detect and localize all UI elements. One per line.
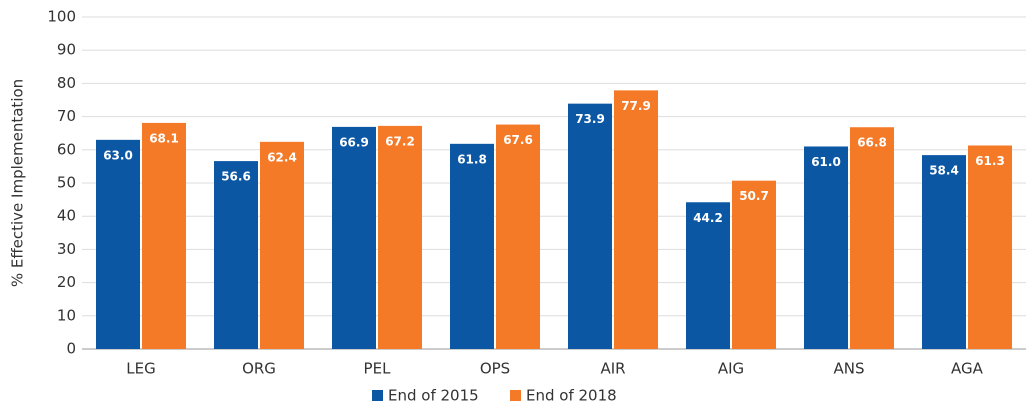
x-tick-label: LEG [126,360,155,378]
value-label: 61.3 [975,154,1005,168]
value-label: 61.0 [811,155,841,169]
value-label: 67.6 [503,133,533,147]
y-tick-label: 10 [57,306,76,324]
x-tick-label: AIG [718,360,744,378]
legend-swatch [510,390,521,401]
y-tick-label: 30 [57,240,76,258]
y-axis-label: % Effective Implementation [9,79,27,287]
bar [732,180,776,349]
x-tick-label: ANS [833,360,864,378]
value-label: 56.6 [221,170,251,184]
x-tick-label: AGA [951,360,984,378]
bar [686,202,730,349]
y-tick-label: 100 [47,8,76,26]
bar [614,90,658,349]
x-tick-label: OPS [480,360,510,378]
y-tick-label: 50 [57,174,76,192]
bar [850,127,894,349]
value-label: 58.4 [929,164,959,178]
legend-swatch [372,390,383,401]
value-label: 62.4 [267,150,297,164]
bar [378,125,422,349]
bar [332,126,376,349]
bar [450,143,494,349]
bar [96,139,140,349]
bar [214,161,258,349]
y-tick-label: 70 [57,107,76,125]
value-label: 50.7 [739,189,769,203]
y-tick-label: 90 [57,41,76,59]
value-label: 44.2 [693,211,723,225]
value-label: 66.8 [857,136,887,150]
bar [568,103,612,349]
bar [804,146,848,349]
legend-label: End of 2018 [526,387,617,405]
y-tick-label: 0 [66,340,76,358]
y-tick-label: 40 [57,207,76,225]
value-label: 61.8 [457,152,487,166]
y-tick-label: 60 [57,140,76,158]
y-tick-label: 80 [57,74,76,92]
value-label: 66.9 [339,135,369,149]
value-label: 67.2 [385,134,415,148]
x-tick-label: AIR [600,360,625,378]
bar [142,122,186,350]
value-label: 68.1 [149,131,179,145]
legend-label: End of 2015 [388,387,479,405]
bar [496,124,540,350]
value-label: 63.0 [103,148,133,162]
x-tick-label: PEL [364,360,392,378]
bar [968,145,1012,349]
x-tick-label: ORG [242,360,276,378]
bar [260,141,304,349]
value-label: 73.9 [575,112,605,126]
bar [922,155,966,349]
y-tick-label: 20 [57,273,76,291]
value-label: 77.9 [621,99,651,113]
